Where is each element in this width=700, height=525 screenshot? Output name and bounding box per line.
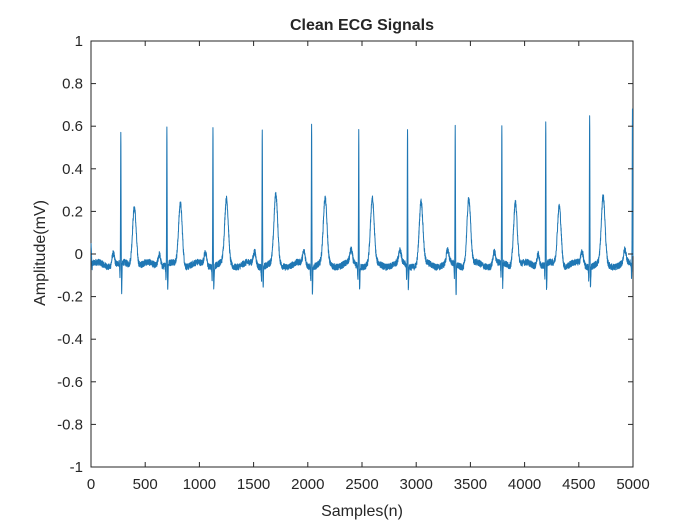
y-tick-label: -0.8 (57, 416, 83, 433)
x-axis-title: Samples(n) (321, 503, 403, 520)
x-tick-label: 4500 (562, 476, 595, 493)
x-tick-label: 3500 (454, 476, 487, 493)
chart-title: Clean ECG Signals (290, 17, 434, 34)
y-tick-label: 0.2 (62, 203, 83, 220)
y-tick-label: -0.2 (57, 289, 83, 306)
y-tick-label: -0.6 (57, 374, 83, 391)
y-tick-label: 1 (75, 33, 83, 50)
y-tick-label: 0.8 (62, 76, 83, 93)
y-axis-ticks: -1 -0.8 -0.6 -0.4 -0.2 0 0.2 0.4 0.6 0.8 1 (57, 33, 633, 476)
x-axis-ticks: 0 500 1000 1500 2000 2500 3000 3500 4000 4500 5000 (87, 41, 650, 493)
x-tick-label: 500 (133, 476, 158, 493)
x-tick-label: 5000 (616, 476, 649, 493)
y-tick-label: 0 (75, 246, 83, 263)
x-tick-label: 2000 (291, 476, 324, 493)
x-tick-label: 1500 (237, 476, 270, 493)
y-tick-label: 0.6 (62, 118, 83, 135)
y-tick-label: -0.4 (57, 331, 83, 348)
ecg-signal-line (90, 108, 634, 296)
y-tick-label: -1 (70, 459, 83, 476)
y-tick-label: 0.4 (62, 161, 83, 178)
x-tick-label: 4000 (508, 476, 541, 493)
y-axis-title: Amplitude(mV) (32, 200, 49, 306)
x-tick-label: 1000 (183, 476, 216, 493)
x-tick-label: 0 (87, 476, 95, 493)
x-tick-label: 2500 (345, 476, 378, 493)
x-tick-label: 3000 (400, 476, 433, 493)
